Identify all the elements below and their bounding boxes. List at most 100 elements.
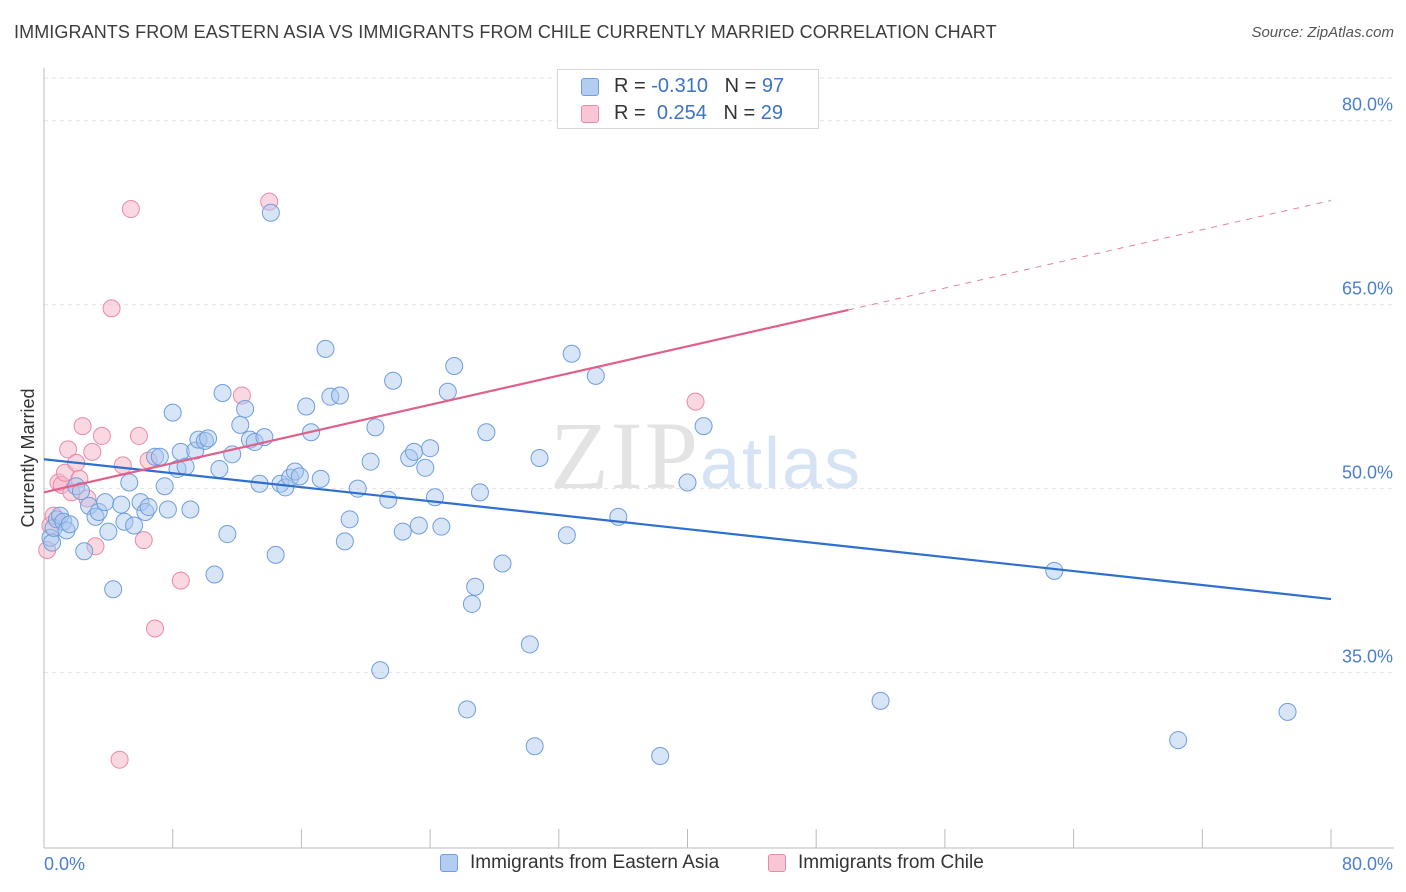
eastern-asia-point <box>371 661 390 680</box>
eastern-asia-point <box>163 403 182 422</box>
eastern-asia-point <box>297 397 316 416</box>
chile-point <box>129 426 148 445</box>
eastern-asia-point <box>316 339 335 358</box>
eastern-asia-point <box>335 532 354 551</box>
eastern-asia-point <box>104 580 123 599</box>
chile-trend-line-extension <box>848 199 1332 311</box>
y-tick-label: 35.0% <box>1342 647 1393 667</box>
eastern-asia-point <box>477 423 496 442</box>
eastern-asia-point <box>115 512 134 531</box>
watermark-zip: ZIP <box>550 402 700 509</box>
chart-title: IMMIGRANTS FROM EASTERN ASIA VS IMMIGRAN… <box>14 22 997 42</box>
series-swatch-pink <box>768 854 786 872</box>
legend-r-value: 0.254 <box>656 102 707 124</box>
chile-point <box>102 299 121 318</box>
chile-point <box>92 426 111 445</box>
eastern-asia-point <box>651 747 670 766</box>
eastern-asia-point <box>393 522 412 541</box>
chile-point <box>134 531 153 550</box>
series-label-eastern-asia: Immigrants from Eastern Asia <box>470 852 720 873</box>
legend-swatch-blue <box>581 78 599 96</box>
eastern-asia-point <box>218 525 237 544</box>
eastern-asia-point <box>86 507 105 526</box>
eastern-asia-point <box>470 483 489 502</box>
legend-n-value: 97 <box>761 75 785 97</box>
chile-point <box>686 392 705 411</box>
eastern-asia-point <box>445 357 464 376</box>
eastern-asia-point <box>458 700 477 719</box>
eastern-asia-point <box>146 447 165 466</box>
eastern-asia-point <box>181 500 200 519</box>
eastern-asia-point <box>416 458 435 477</box>
legend-r-value: -0.310 <box>651 75 708 97</box>
eastern-asia-point <box>120 473 139 492</box>
eastern-asia-point <box>96 493 115 512</box>
eastern-asia-point <box>311 469 330 488</box>
eastern-asia-point <box>75 542 94 561</box>
eastern-asia-point <box>562 344 581 363</box>
eastern-asia-point <box>400 449 419 467</box>
chile-point <box>121 200 140 219</box>
eastern-asia-point <box>236 399 255 418</box>
eastern-asia-point <box>432 517 451 536</box>
eastern-asia-point <box>340 510 359 529</box>
eastern-asia-point <box>89 502 108 521</box>
eastern-asia-point <box>195 431 214 450</box>
chile-point <box>110 750 129 769</box>
eastern-asia-point <box>530 449 549 467</box>
series-legend: Immigrants from Eastern Asia Immigrants … <box>0 852 1406 878</box>
eastern-asia-point <box>586 366 605 385</box>
series-label-chile: Immigrants from Chile <box>798 852 984 873</box>
eastern-asia-point <box>231 415 250 434</box>
eastern-asia-point <box>125 516 144 535</box>
chile-point <box>44 506 63 525</box>
eastern-asia-point <box>290 467 309 486</box>
eastern-asia-point <box>213 384 232 402</box>
eastern-asia-point <box>871 691 890 710</box>
y-tick-label: 50.0% <box>1342 463 1393 483</box>
eastern-asia-point <box>189 430 208 449</box>
eastern-asia-point <box>421 439 440 458</box>
eastern-asia-point <box>409 516 428 535</box>
watermark: ZIPatlas <box>550 400 862 511</box>
chile-points <box>38 192 705 769</box>
eastern-asia-point <box>72 482 91 501</box>
chile-point <box>83 442 102 461</box>
x-tick-label: 80.0% <box>1342 854 1393 874</box>
chile-point <box>113 456 132 475</box>
y-tick-label: 65.0% <box>1342 279 1393 299</box>
eastern-asia-point <box>43 533 62 552</box>
correlation-legend: R = -0.310 N = 97 R = 0.254 N = 29 <box>557 69 819 129</box>
eastern-asia-point <box>694 417 713 436</box>
chile-trend-line <box>43 308 849 494</box>
eastern-asia-point <box>438 382 457 401</box>
eastern-asia-point <box>1278 702 1297 721</box>
eastern-asia-points <box>41 203 1297 766</box>
eastern-asia-point <box>678 473 697 492</box>
series-legend-chile: Immigrants from Chile <box>768 852 984 874</box>
eastern-asia-point <box>158 500 177 519</box>
eastern-asia-point <box>321 387 340 406</box>
y-axis-title: Currently Married <box>18 388 38 527</box>
chile-point <box>146 619 165 638</box>
eastern-asia-trend-line <box>43 458 1332 601</box>
eastern-asia-point <box>379 490 398 509</box>
eastern-asia-point <box>139 498 158 517</box>
eastern-asia-point <box>1045 561 1064 580</box>
chile-point <box>171 571 190 590</box>
legend-swatch-pink <box>581 105 599 123</box>
eastern-asia-point <box>266 545 285 564</box>
watermark-atlas: atlas <box>700 424 863 504</box>
eastern-asia-point <box>1169 731 1188 750</box>
eastern-asia-point <box>99 522 118 541</box>
legend-n-label: N = <box>723 102 761 124</box>
y-tick-label: 80.0% <box>1342 95 1393 115</box>
legend-n-label: N = <box>724 75 762 97</box>
eastern-asia-point <box>150 447 169 466</box>
series-swatch-blue <box>440 854 458 872</box>
legend-text-pink: R = 0.254 N = 29 <box>614 102 783 125</box>
chile-point <box>86 537 105 556</box>
chile-point <box>78 489 97 508</box>
eastern-asia-point <box>261 203 280 222</box>
eastern-asia-point <box>199 429 218 448</box>
